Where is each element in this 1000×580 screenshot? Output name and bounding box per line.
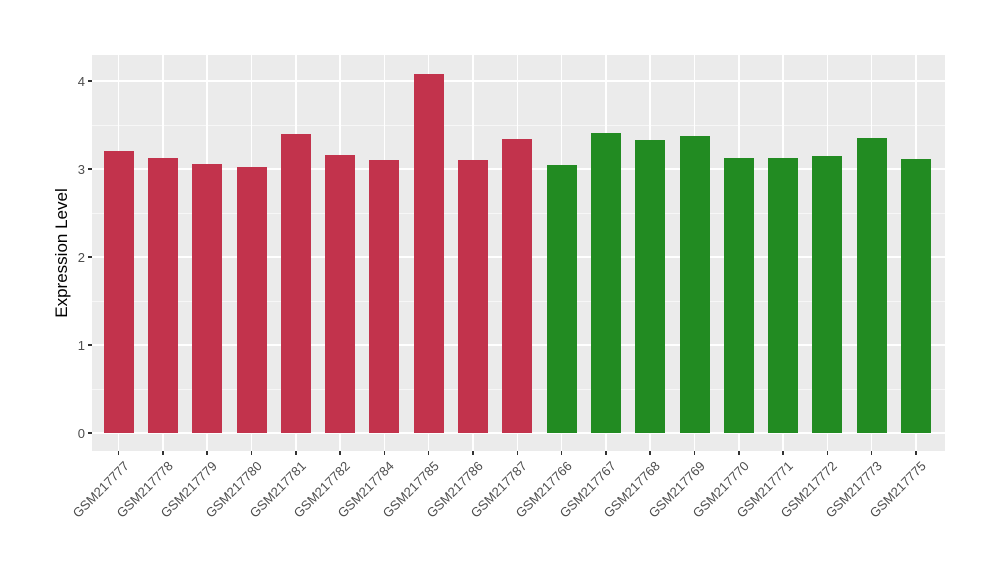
gridline-minor [92, 124, 945, 126]
x-tick [206, 451, 208, 455]
y-tick-label: 3 [77, 161, 85, 177]
bar-GSM217780 [236, 167, 267, 433]
bar-GSM217771 [768, 157, 799, 433]
x-tick [870, 451, 873, 455]
y-tick-label: 1 [77, 337, 85, 353]
x-tick [782, 451, 784, 455]
bar-GSM217784 [369, 160, 400, 433]
y-tick [88, 432, 92, 434]
y-tick-label: 0 [77, 425, 85, 441]
x-tick [162, 451, 164, 455]
plot-panel [92, 55, 945, 451]
x-tick [250, 451, 253, 455]
x-tick [339, 451, 341, 455]
bar-GSM217770 [723, 158, 754, 433]
x-tick [295, 451, 297, 455]
y-tick-label: 4 [77, 73, 85, 89]
bar-GSM217772 [812, 155, 843, 433]
x-tick [605, 451, 607, 455]
bar-GSM217775 [901, 159, 931, 433]
x-tick [738, 451, 740, 455]
bar-GSM217779 [192, 163, 223, 433]
x-tick [915, 451, 917, 455]
bar-GSM217787 [502, 139, 533, 433]
x-tick [826, 451, 829, 455]
x-tick [472, 451, 474, 455]
y-tick [88, 344, 92, 346]
bar-GSM217769 [679, 136, 710, 433]
bar-GSM217767 [590, 132, 621, 433]
x-tick [560, 451, 563, 455]
x-tick [516, 451, 519, 455]
y-tick [88, 256, 92, 258]
y-tick [88, 80, 92, 82]
gridline-major [92, 432, 945, 434]
gridline-major [92, 80, 945, 82]
bar-GSM217766 [546, 165, 577, 433]
bar-GSM217773 [856, 138, 887, 433]
bar-GSM217782 [325, 154, 356, 433]
x-tick [383, 451, 386, 455]
bar-GSM217777 [103, 151, 134, 433]
bar-GSM217785 [413, 73, 444, 433]
x-tick [649, 451, 651, 455]
y-tick [88, 168, 92, 170]
bar-GSM217778 [147, 158, 178, 433]
bar-GSM217768 [635, 139, 666, 433]
x-tick [693, 451, 696, 455]
x-tick [117, 451, 120, 455]
bar-GSM217786 [458, 160, 488, 433]
x-tick [427, 451, 430, 455]
bar-GSM217781 [280, 133, 311, 433]
y-tick-label: 2 [77, 249, 85, 265]
